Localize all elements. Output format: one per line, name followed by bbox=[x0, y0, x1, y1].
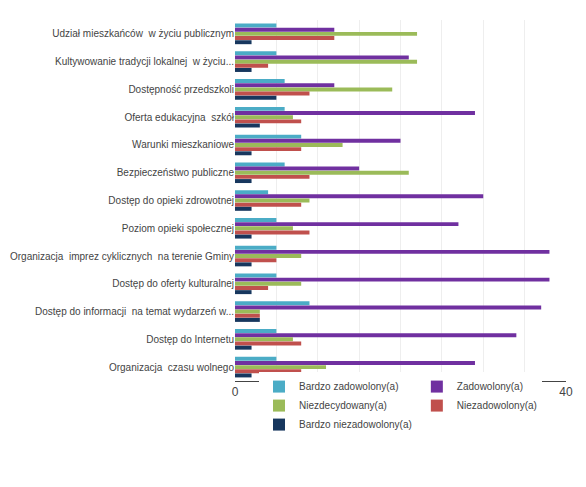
svg-text:Kultywowanie tradycji lokalnej: Kultywowanie tradycji lokalnej w życiu..… bbox=[55, 56, 234, 67]
svg-text:Organizacja imprez cyklicznyc: Organizacja imprez cyklicznych na tereni… bbox=[10, 251, 234, 262]
svg-text:Dostęp do Internetu: Dostęp do Internetu bbox=[146, 334, 234, 345]
svg-text:Dostęp do informacji na temat: Dostęp do informacji na temat wydarzeń w… bbox=[35, 306, 234, 317]
svg-text:Oferta edukacyjna szkół: Oferta edukacyjna szkół bbox=[125, 112, 235, 123]
svg-text:Poziom opieki społecznej: Poziom opieki społecznej bbox=[122, 223, 234, 234]
svg-text:Bardzo zadowolony(a): Bardzo zadowolony(a) bbox=[299, 381, 399, 392]
svg-text:Dostęp do oferty kulturalnej: Dostęp do oferty kulturalnej bbox=[112, 278, 234, 289]
svg-text:Niezadowolony(a): Niezadowolony(a) bbox=[457, 400, 537, 411]
svg-text:Udział mieszkańców w życiu pu: Udział mieszkańców w życiu publicznym bbox=[52, 28, 234, 39]
svg-text:Bezpieczeństwo publiczne: Bezpieczeństwo publiczne bbox=[117, 167, 235, 178]
svg-text:Niezdecydowany(a): Niezdecydowany(a) bbox=[299, 400, 387, 411]
svg-text:Bardzo niezadowolony(a): Bardzo niezadowolony(a) bbox=[299, 419, 412, 430]
svg-text:Dostępność przedszkoli: Dostępność przedszkoli bbox=[128, 84, 234, 95]
svg-text:Organizacja czasu wolnego: Organizacja czasu wolnego bbox=[109, 362, 235, 373]
svg-text:Zadowolony(a): Zadowolony(a) bbox=[457, 381, 523, 392]
svg-text:Dostęp do opieki zdrowotnej: Dostęp do opieki zdrowotnej bbox=[108, 195, 234, 206]
svg-text:Warunki mieszkaniowe: Warunki mieszkaniowe bbox=[132, 139, 234, 150]
svg-text:0: 0 bbox=[232, 385, 239, 399]
svg-text:40: 40 bbox=[559, 385, 573, 399]
